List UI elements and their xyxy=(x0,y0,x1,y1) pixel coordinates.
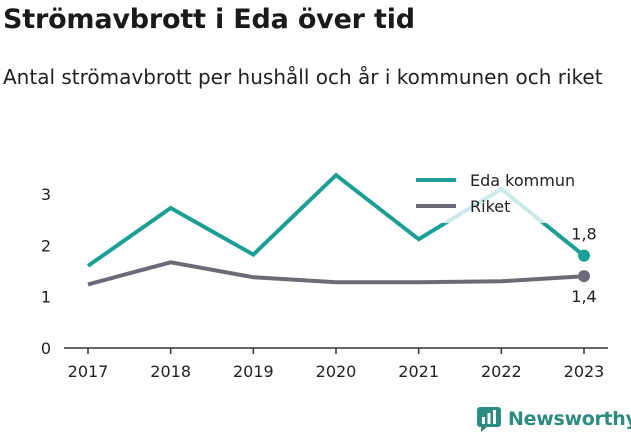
x-tick-label: 2022 xyxy=(481,362,522,381)
legend-label-0: Eda kommun xyxy=(470,171,575,190)
newsworthy-chart-icon xyxy=(477,407,501,432)
series-end-point-1 xyxy=(578,270,590,283)
chart-subtitle: Antal strömavbrott per hushåll och år i … xyxy=(3,65,603,89)
y-tick-label: 2 xyxy=(41,236,51,255)
chart-title: Strömavbrott i Eda över tid xyxy=(3,4,415,35)
y-tick-label: 3 xyxy=(41,185,51,204)
x-tick-label: 2020 xyxy=(316,362,357,381)
y-tick-label: 1 xyxy=(41,288,51,307)
x-tick-label: 2018 xyxy=(150,362,191,381)
legend-label-1: Riket xyxy=(470,197,510,216)
y-tick-label: 0 xyxy=(41,339,51,358)
legend-background xyxy=(410,163,596,223)
series-end-point-0 xyxy=(578,249,590,262)
x-tick-label: 2017 xyxy=(68,362,109,381)
logo-text: Newsworthy xyxy=(508,408,631,430)
newsworthy-logo: Newsworthy xyxy=(476,406,631,432)
end-value-label-1: 1,4 xyxy=(571,287,596,306)
end-value-label-0: 1,8 xyxy=(571,225,596,244)
x-tick-label: 2019 xyxy=(233,362,274,381)
x-tick-label: 2023 xyxy=(564,362,605,381)
x-tick-label: 2021 xyxy=(398,362,439,381)
series-line-1 xyxy=(87,260,585,287)
